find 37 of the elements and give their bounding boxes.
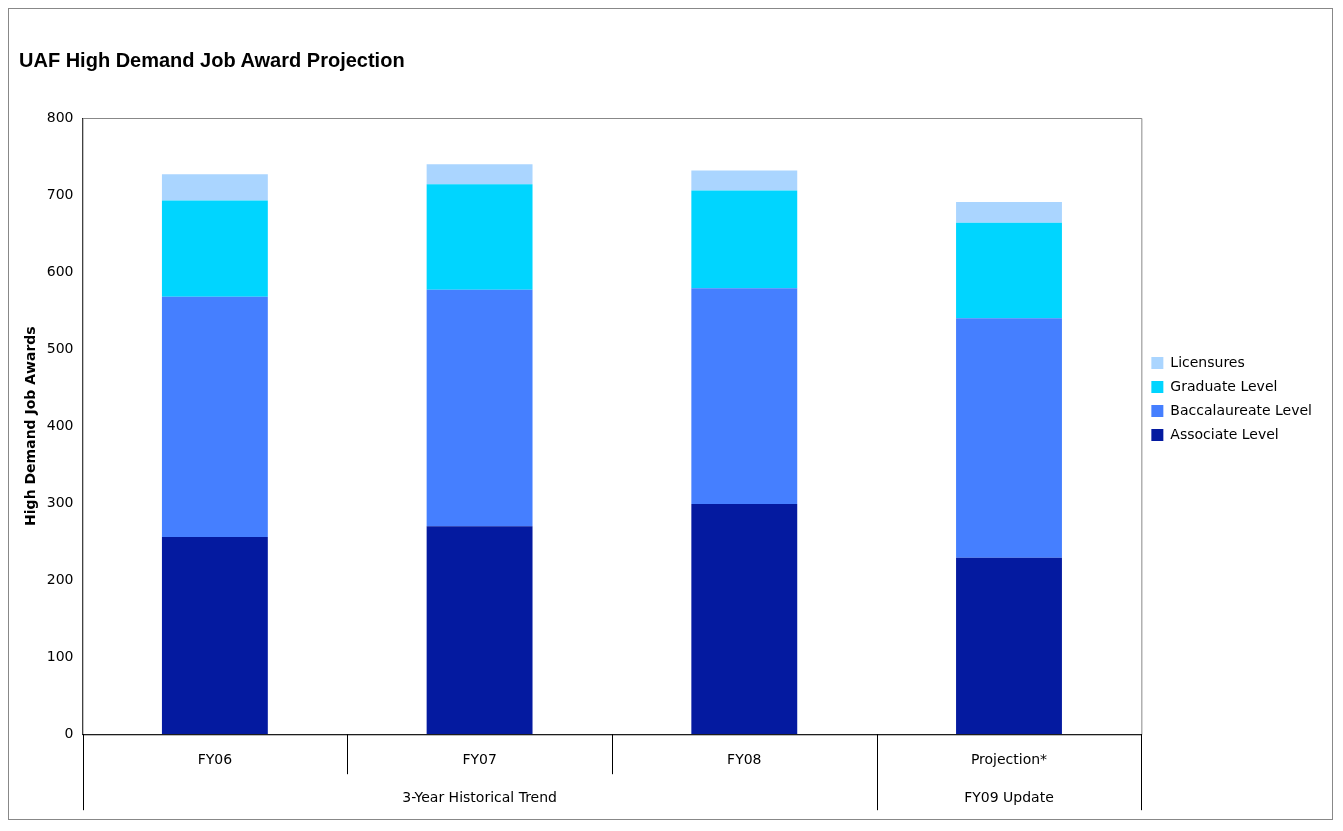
x-tick-label: FY08: [727, 751, 762, 768]
text: FY09 Update: [964, 788, 1054, 805]
legend-label: Baccalaureate Level: [1170, 401, 1313, 418]
bar: [956, 201, 1062, 223]
legend-label: Associate Level: [1170, 425, 1279, 442]
x-tick-label: FY06: [197, 751, 233, 768]
bar: [161, 174, 268, 201]
y-tick-label: 300: [46, 493, 74, 510]
text: 3-Year Historical Trend: [402, 788, 557, 805]
legend-label: Licensures: [1170, 353, 1245, 370]
bar: [426, 164, 533, 185]
y-tick-label: 200: [46, 570, 74, 587]
x-tick-label: Projection*: [970, 751, 1048, 768]
y-tick-label: 800: [46, 108, 74, 125]
bar: [956, 222, 1062, 319]
bar: [161, 537, 268, 735]
y-tick-label: 400: [46, 416, 74, 433]
bar: [691, 288, 798, 504]
bar: [691, 170, 798, 191]
bar: [426, 526, 533, 735]
y-tick-label: 500: [46, 339, 74, 356]
y-tick-label: 0: [64, 724, 74, 741]
bar: [956, 557, 1062, 735]
legend-label: Graduate Level: [1170, 377, 1278, 394]
y-tick-label: 600: [46, 262, 74, 279]
y-axis-title: High Demand Job Awards: [22, 326, 39, 526]
y-tick-label: 100: [46, 647, 74, 664]
bar: [691, 190, 798, 289]
x-tick-label: FY07: [462, 751, 497, 768]
bar: [956, 318, 1062, 558]
y-tick-label: 700: [46, 185, 74, 202]
bar: [426, 289, 533, 527]
chart-title: UAF High Demand Job Award Projection: [19, 48, 405, 71]
bar: [161, 296, 268, 538]
bar: [426, 184, 533, 290]
bar: [691, 503, 798, 735]
bar: [161, 200, 268, 297]
